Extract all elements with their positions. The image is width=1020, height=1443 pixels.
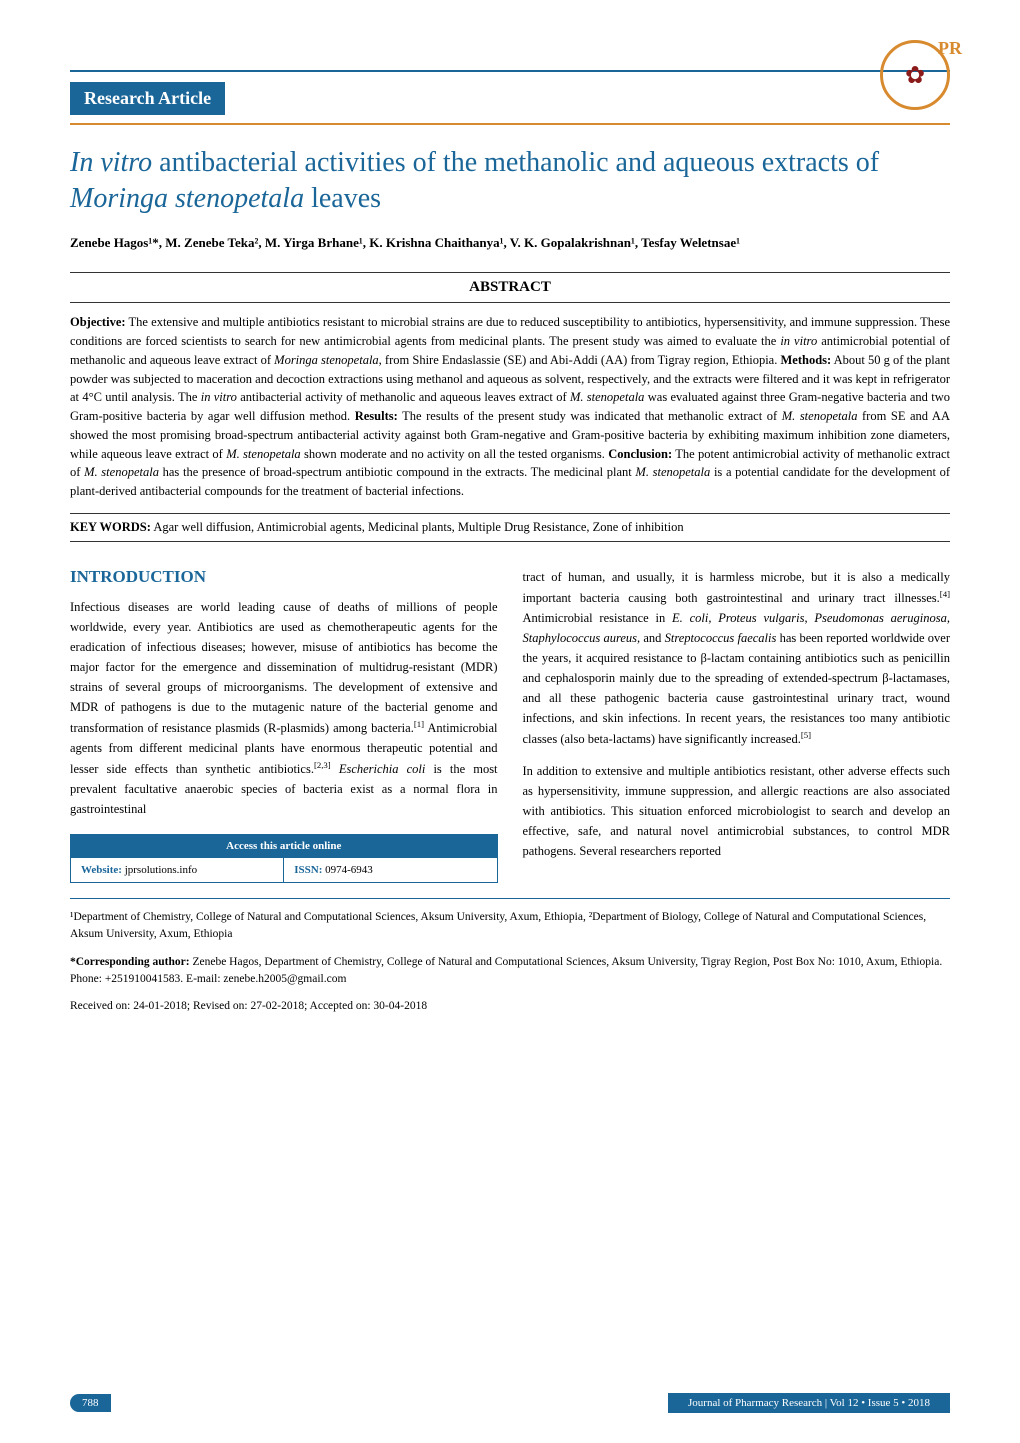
access-row: Website: jprsolutions.info ISSN: 0974-69…	[71, 857, 497, 882]
keywords-text: Agar well diffusion, Antimicrobial agent…	[153, 520, 683, 534]
issn-value: 0974-6943	[325, 864, 373, 876]
top-rule	[70, 70, 950, 72]
access-box: Access this article online Website: jprs…	[70, 834, 498, 883]
page-footer: 788 Journal of Pharmacy Research | Vol 1…	[70, 1393, 950, 1413]
journal-logo: ✿ PR	[880, 40, 950, 110]
access-box-header: Access this article online	[71, 835, 497, 857]
access-issn-cell: ISSN: 0974-6943	[284, 857, 496, 882]
section-tag: Research Article	[70, 82, 225, 115]
issn-label: ISSN:	[294, 864, 322, 876]
website-label: Website:	[81, 864, 122, 876]
website-value: jprsolutions.info	[125, 864, 197, 876]
body-columns: INTRODUCTION Infectious diseases are wor…	[70, 567, 950, 883]
abstract-body: Objective: The extensive and multiple an…	[70, 313, 950, 501]
corresponding-text: Zenebe Hagos, Department of Chemistry, C…	[70, 956, 942, 985]
abstract-heading: ABSTRACT	[70, 272, 950, 303]
left-column: INTRODUCTION Infectious diseases are wor…	[70, 567, 498, 883]
intro-para-left: Infectious diseases are world leading ca…	[70, 597, 498, 819]
authors-line: Zenebe Hagos¹*, M. Zenebe Teka², M. Yirg…	[70, 233, 950, 253]
introduction-heading: INTRODUCTION	[70, 567, 498, 587]
intro-para-right-1: tract of human, and usually, it is harml…	[523, 567, 951, 749]
affiliations: ¹Department of Chemistry, College of Nat…	[70, 909, 950, 944]
page-number: 788	[70, 1394, 111, 1412]
right-column: tract of human, and usually, it is harml…	[523, 567, 951, 883]
dates-line: Received on: 24-01-2018; Revised on: 27-…	[70, 998, 950, 1015]
footer-section: ¹Department of Chemistry, College of Nat…	[70, 898, 950, 1015]
corresponding-author: *Corresponding author: Zenebe Hagos, Dep…	[70, 954, 950, 989]
article-title: In vitro antibacterial activities of the…	[70, 145, 950, 218]
access-website-cell: Website: jprsolutions.info	[71, 857, 284, 882]
intro-para-right-2: In addition to extensive and multiple an…	[523, 761, 951, 861]
accent-rule	[70, 123, 950, 125]
corresponding-label: *Corresponding author:	[70, 956, 190, 968]
keywords-line: KEY WORDS: Agar well diffusion, Antimicr…	[70, 513, 950, 542]
journal-footer: Journal of Pharmacy Research | Vol 12 • …	[668, 1393, 950, 1413]
header-row: Research Article	[70, 82, 950, 115]
keywords-label: KEY WORDS:	[70, 520, 151, 534]
